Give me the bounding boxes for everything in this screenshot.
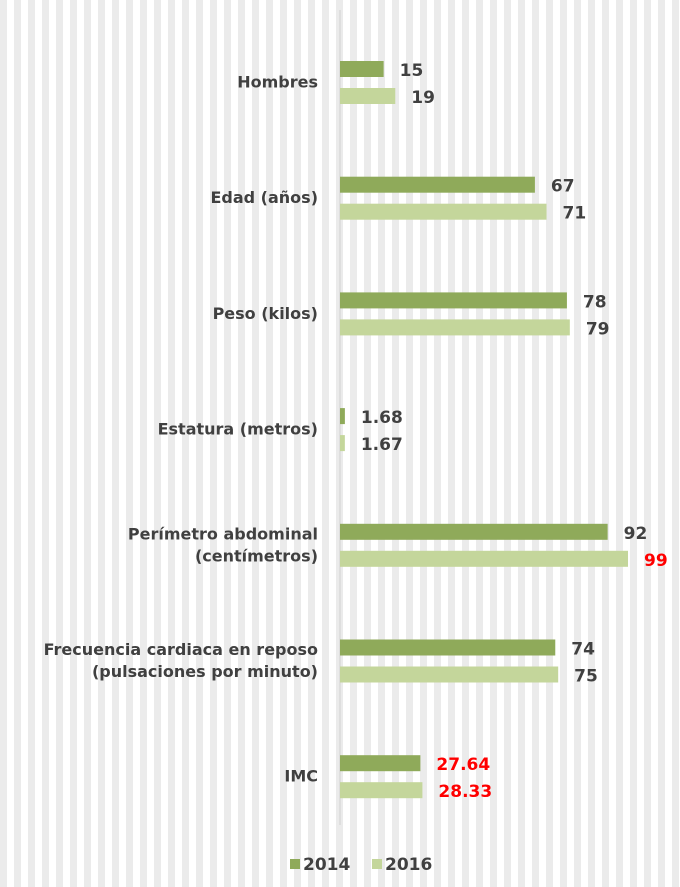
- stripe: [364, 0, 371, 887]
- stripe: [420, 0, 427, 887]
- bar-2016: [340, 88, 396, 104]
- data-label: 1.68: [361, 408, 403, 428]
- category-label: (centímetros): [195, 546, 318, 565]
- data-label: 92: [624, 524, 648, 544]
- category-label: Edad (años): [210, 188, 318, 207]
- stripe: [42, 0, 49, 887]
- bar-2014: [340, 639, 556, 656]
- stripe: [196, 0, 203, 887]
- legend-label: 2016: [385, 855, 432, 875]
- legend-swatch: [372, 859, 382, 869]
- bar-2014: [340, 176, 535, 193]
- stripe: [322, 0, 329, 887]
- stripe: [294, 0, 301, 887]
- category-label: Estatura (metros): [158, 420, 318, 439]
- stripe: [70, 0, 77, 887]
- bar-2016: [340, 550, 628, 567]
- data-label: 79: [586, 319, 610, 339]
- stripe: [280, 0, 287, 887]
- stripe: [448, 0, 455, 887]
- stripe: [238, 0, 245, 887]
- bar-2014: [340, 523, 608, 540]
- bar-2016: [340, 666, 559, 683]
- stripe: [518, 0, 525, 887]
- stripe: [490, 0, 497, 887]
- stripe: [658, 0, 665, 887]
- stripe: [350, 0, 357, 887]
- stripe: [462, 0, 469, 887]
- stripe: [630, 0, 637, 887]
- stripe: [140, 0, 147, 887]
- stripe: [672, 0, 679, 887]
- data-label: 75: [574, 667, 598, 687]
- category-label: Frecuencia cardiaca en reposo: [44, 640, 318, 659]
- stripe: [476, 0, 483, 887]
- stripe: [560, 0, 567, 887]
- stripe: [602, 0, 609, 887]
- data-label: 74: [571, 640, 595, 660]
- stripe: [266, 0, 273, 887]
- data-label: 19: [411, 88, 435, 108]
- data-label: 28.33: [438, 782, 492, 802]
- bar-2016: [340, 435, 345, 452]
- stripe: [504, 0, 511, 887]
- stripe: [252, 0, 259, 887]
- stripe: [434, 0, 441, 887]
- legend: 2014 2016: [290, 855, 432, 875]
- data-label: 1.67: [361, 435, 403, 455]
- stripe: [154, 0, 161, 887]
- stripe: [308, 0, 315, 887]
- stripe: [0, 0, 7, 887]
- stripe: [588, 0, 595, 887]
- stripe: [644, 0, 651, 887]
- category-label: Perímetro abdominal: [128, 524, 318, 543]
- bar-2014: [340, 61, 384, 77]
- bar-2016: [340, 782, 423, 799]
- stripe: [56, 0, 63, 887]
- legend-swatch: [290, 859, 300, 869]
- legend-label: 2014: [303, 855, 350, 875]
- data-label: 99: [644, 551, 668, 571]
- stripe: [28, 0, 35, 887]
- stripe: [210, 0, 217, 887]
- stripe: [532, 0, 539, 887]
- stripe: [406, 0, 413, 887]
- stripe: [112, 0, 119, 887]
- bar-2014: [340, 408, 345, 425]
- category-label: IMC: [284, 767, 318, 786]
- category-label: Peso (kilos): [213, 304, 318, 323]
- category-label: Hombres: [237, 73, 318, 92]
- bars-layer: Hombres 15 19 Edad (años) 67 71 Peso (kilos) 78…: [44, 61, 668, 802]
- stripe: [224, 0, 231, 887]
- data-label: 15: [400, 61, 424, 81]
- stripe: [616, 0, 623, 887]
- stripe: [126, 0, 133, 887]
- category-label: (pulsaciones por minuto): [92, 662, 318, 681]
- stripe: [98, 0, 105, 887]
- stripe: [14, 0, 21, 887]
- data-label: 71: [563, 204, 587, 224]
- bar-2016: [340, 319, 570, 336]
- stripe: [378, 0, 385, 887]
- stripe: [168, 0, 175, 887]
- bar-2014: [340, 755, 421, 772]
- data-label: 78: [583, 292, 607, 312]
- data-label: 27.64: [436, 755, 490, 775]
- stripe: [182, 0, 189, 887]
- stripe: [392, 0, 399, 887]
- stripe: [574, 0, 581, 887]
- data-label: 67: [551, 177, 575, 197]
- bar-2016: [340, 203, 547, 220]
- bar-2014: [340, 292, 567, 309]
- stripe: [84, 0, 91, 887]
- stripe: [546, 0, 553, 887]
